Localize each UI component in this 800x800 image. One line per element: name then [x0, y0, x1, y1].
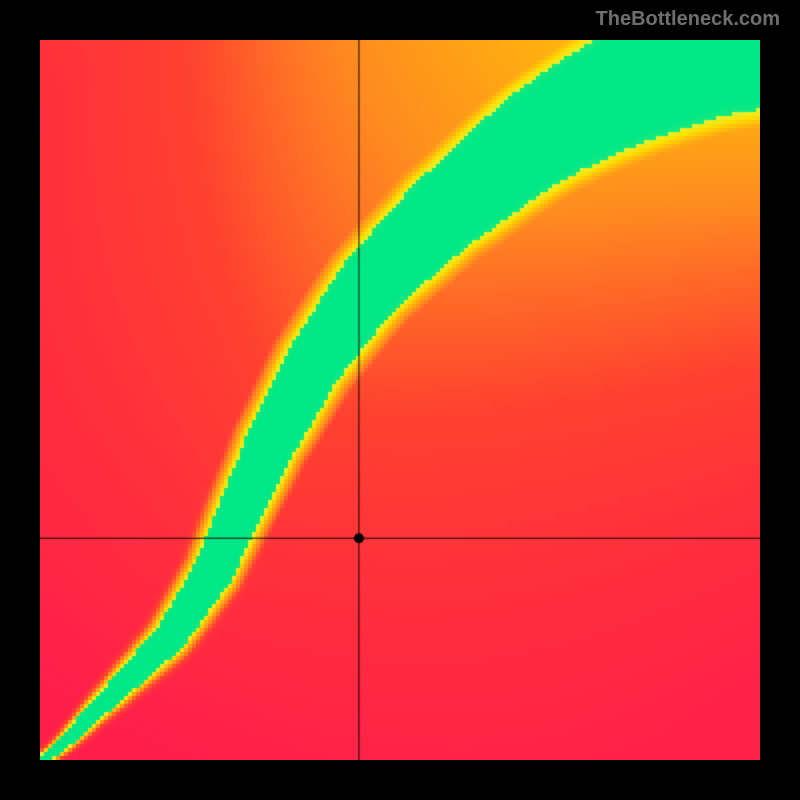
watermark-text: TheBottleneck.com	[596, 8, 780, 31]
chart-container: TheBottleneck.com	[0, 0, 800, 800]
heatmap-canvas	[40, 40, 760, 760]
